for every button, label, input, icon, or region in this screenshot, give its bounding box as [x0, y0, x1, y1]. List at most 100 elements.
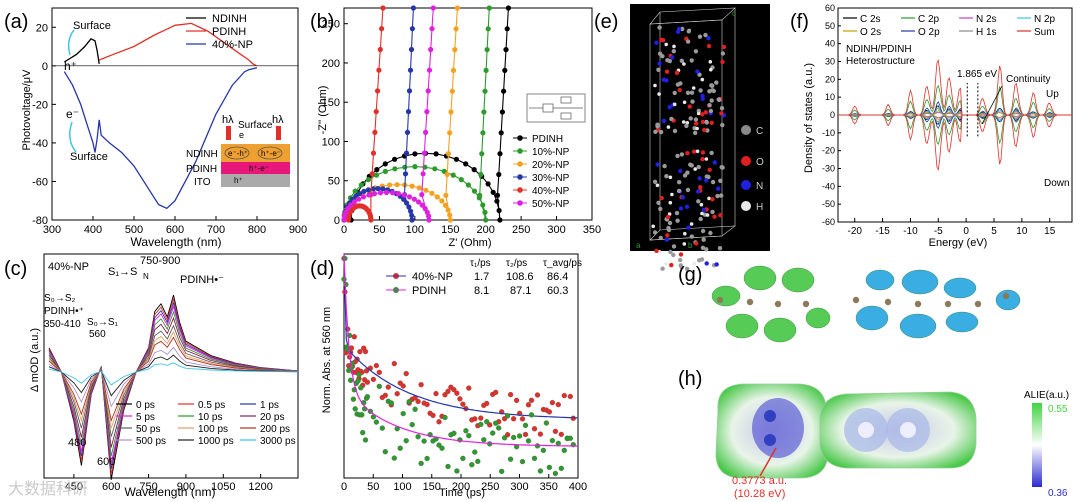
atom [701, 207, 706, 213]
atom [678, 168, 683, 174]
legend-label: PDINH [532, 134, 563, 145]
data-point [454, 5, 460, 11]
data-point [401, 192, 407, 198]
atom [695, 126, 699, 131]
atom [693, 49, 699, 54]
atom [656, 200, 661, 205]
x-tick-label: 700 [207, 224, 225, 236]
series-line-40%-NP [63, 67, 258, 210]
panel-a-surface-bottom: Surface [70, 151, 108, 163]
atom [704, 178, 709, 183]
data-point [528, 397, 535, 403]
data-point [356, 196, 362, 202]
atom [661, 118, 667, 124]
atom [682, 62, 686, 66]
x-tick-label: 250 [512, 224, 530, 236]
panel-d-row-0: 40%-NP 1.7 108.6 86.4 [386, 271, 568, 283]
inset-arrow2 [276, 126, 281, 140]
data-point [472, 449, 478, 455]
atom [714, 262, 719, 267]
legend-label: 40%-NP [532, 186, 570, 197]
panel-a-label: (a) [4, 11, 28, 33]
data-point [501, 88, 507, 94]
orbital-lobe [711, 285, 741, 307]
data-point [567, 393, 573, 400]
data-point [395, 191, 402, 197]
atom [696, 189, 701, 194]
atom [690, 99, 695, 104]
atom [698, 216, 703, 222]
atom [667, 220, 673, 226]
data-point [481, 109, 487, 115]
y-tick-label: 250 [322, 19, 340, 31]
data-point [501, 435, 508, 441]
data-point [502, 67, 508, 73]
panel-d-head-t1: τ₁/ps [470, 258, 491, 269]
data-point [373, 172, 380, 178]
inset-pdinh-pair: h⁺-e⁻ [249, 164, 269, 173]
data-point [452, 47, 458, 53]
atom [706, 36, 711, 41]
data-point [423, 129, 429, 135]
orbital-atom [914, 300, 922, 308]
data-point [494, 198, 500, 204]
orbital-atom [774, 300, 782, 308]
atom [657, 61, 662, 66]
data-point [499, 468, 505, 475]
y-tick-label: 20 [36, 22, 48, 34]
atom [712, 214, 717, 219]
data-point [419, 202, 425, 208]
x-tick-label: 400 [569, 481, 587, 493]
data-point [383, 189, 390, 196]
panel-a-frame [51, 7, 299, 221]
x-tick-label: 150 [423, 481, 441, 493]
data-point [365, 187, 371, 193]
atom [698, 185, 703, 190]
x-tick-label: 200 [452, 481, 470, 493]
atom [700, 96, 705, 102]
data-point [375, 88, 381, 94]
atom [720, 59, 725, 65]
atom [697, 176, 702, 181]
legend-label: NDINH [212, 13, 247, 25]
atom [687, 104, 692, 109]
y-tick-label: -10 [822, 128, 835, 138]
data-point [351, 334, 357, 340]
atom [716, 97, 721, 102]
data-point [471, 188, 478, 194]
data-point [428, 46, 434, 53]
data-point [416, 185, 422, 191]
data-point [561, 392, 567, 399]
data-point [454, 390, 460, 396]
data-point [499, 109, 505, 115]
atom [671, 244, 677, 249]
data-point [503, 47, 509, 53]
atom [685, 121, 690, 125]
dos-line-Sum [838, 58, 1072, 116]
panel-d-ylabel: Norm. Abs. at 560 nm [321, 307, 333, 413]
panel-c-s0s1: S₀→S₁ [87, 317, 118, 328]
legend-marker [517, 200, 523, 206]
atom [710, 179, 716, 185]
data-point [380, 5, 386, 11]
atom [683, 231, 687, 236]
data-point [392, 166, 398, 172]
series-line-10 ps [48, 310, 299, 457]
atom [689, 58, 694, 63]
data-point [555, 440, 561, 447]
data-point [466, 433, 472, 439]
y-tick-label: -80 [32, 215, 48, 227]
orbital-lobe [743, 265, 777, 291]
data-point [418, 460, 424, 467]
atom [671, 49, 676, 54]
atom [707, 103, 712, 108]
row0-tavg: 86.4 [547, 271, 568, 283]
data-point [447, 212, 453, 218]
data-point [484, 419, 490, 425]
data-point [482, 209, 488, 215]
data-point [519, 416, 526, 422]
series-line-3000 ps [48, 362, 299, 386]
atom [670, 55, 675, 60]
x-tick-label: 0 [341, 224, 347, 236]
atom [664, 262, 668, 266]
